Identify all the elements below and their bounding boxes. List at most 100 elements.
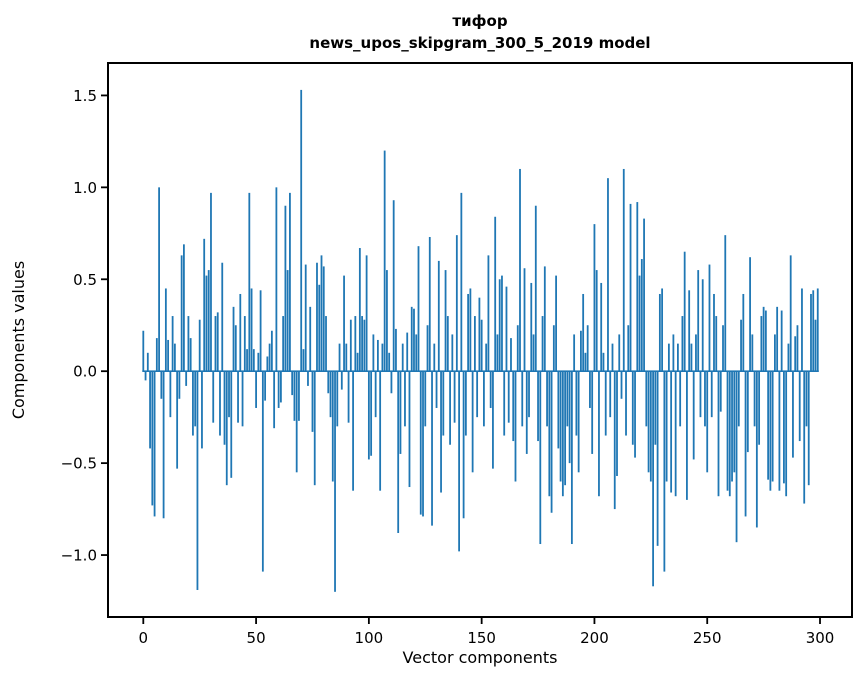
bar	[471, 371, 474, 473]
bar	[523, 268, 526, 372]
bar	[460, 192, 463, 372]
bar	[616, 371, 618, 476]
bar	[528, 371, 530, 418]
bar	[381, 343, 384, 372]
bar	[289, 192, 291, 372]
bar	[388, 352, 391, 372]
bar	[496, 334, 499, 372]
bar	[778, 371, 781, 491]
bar	[733, 371, 736, 473]
bar	[164, 288, 167, 372]
bar	[473, 316, 476, 372]
bar	[731, 371, 733, 482]
x-tick-label: 50	[247, 629, 266, 647]
bar	[273, 371, 276, 429]
bar	[505, 286, 508, 372]
bar	[780, 310, 783, 372]
bar	[408, 371, 411, 488]
bar	[519, 168, 521, 372]
bar	[670, 371, 673, 493]
bar	[695, 334, 697, 372]
bar	[192, 371, 194, 436]
bar	[530, 282, 533, 372]
bar	[548, 371, 551, 497]
bar	[672, 334, 675, 372]
bar	[762, 306, 765, 372]
bar	[320, 255, 323, 372]
bar	[740, 319, 742, 372]
bar	[300, 89, 303, 372]
bar	[749, 257, 751, 372]
bar	[767, 371, 770, 480]
bar	[286, 270, 289, 372]
bar	[534, 205, 537, 372]
bar	[185, 371, 188, 386]
bar	[343, 275, 345, 372]
bar	[455, 235, 458, 372]
bar	[704, 371, 706, 427]
bar	[171, 316, 174, 372]
bar	[751, 334, 754, 372]
bar	[647, 371, 650, 473]
bar	[577, 371, 580, 473]
bar	[607, 178, 609, 372]
bar	[760, 316, 763, 372]
bar	[309, 306, 312, 372]
plot-border	[107, 62, 853, 618]
bar	[370, 371, 373, 456]
bar	[586, 325, 589, 372]
bar	[674, 371, 677, 497]
bar	[153, 371, 156, 517]
bar	[257, 352, 260, 372]
bar	[282, 316, 285, 372]
bar	[467, 293, 470, 372]
bar	[453, 371, 456, 423]
bar	[345, 343, 348, 372]
bar	[552, 325, 555, 372]
bar	[410, 306, 413, 372]
bar	[525, 371, 528, 454]
y-axis-label: Components values	[9, 261, 28, 419]
bar	[710, 371, 713, 418]
bar	[701, 279, 704, 372]
bar	[719, 371, 722, 412]
bar	[210, 192, 212, 372]
bar	[755, 371, 758, 528]
bar	[532, 334, 535, 372]
bar	[798, 371, 801, 442]
bar	[591, 371, 594, 454]
bar	[201, 371, 203, 449]
bar	[232, 306, 235, 372]
bar	[313, 371, 316, 486]
bar	[311, 371, 314, 432]
bar	[277, 371, 280, 408]
bar	[697, 270, 700, 372]
bar	[255, 371, 257, 408]
bar	[543, 266, 546, 372]
bar	[483, 371, 485, 427]
bar	[397, 371, 400, 533]
bar	[566, 371, 569, 427]
bar	[431, 371, 433, 526]
bar	[584, 352, 587, 372]
bar	[537, 371, 539, 442]
bar	[230, 371, 233, 478]
bar	[372, 334, 375, 372]
bar	[446, 316, 449, 372]
bar	[356, 352, 359, 372]
bar	[142, 330, 145, 372]
bar	[219, 371, 221, 436]
bar	[187, 316, 190, 372]
bar	[207, 270, 210, 372]
bar	[358, 248, 361, 372]
bar	[173, 343, 176, 372]
bar	[593, 224, 596, 372]
bar	[250, 288, 253, 372]
bar	[158, 187, 160, 372]
bar	[661, 288, 664, 372]
bar	[561, 371, 564, 497]
bar	[376, 339, 379, 372]
bar	[764, 310, 767, 372]
bar	[555, 275, 557, 372]
bar	[598, 371, 600, 497]
